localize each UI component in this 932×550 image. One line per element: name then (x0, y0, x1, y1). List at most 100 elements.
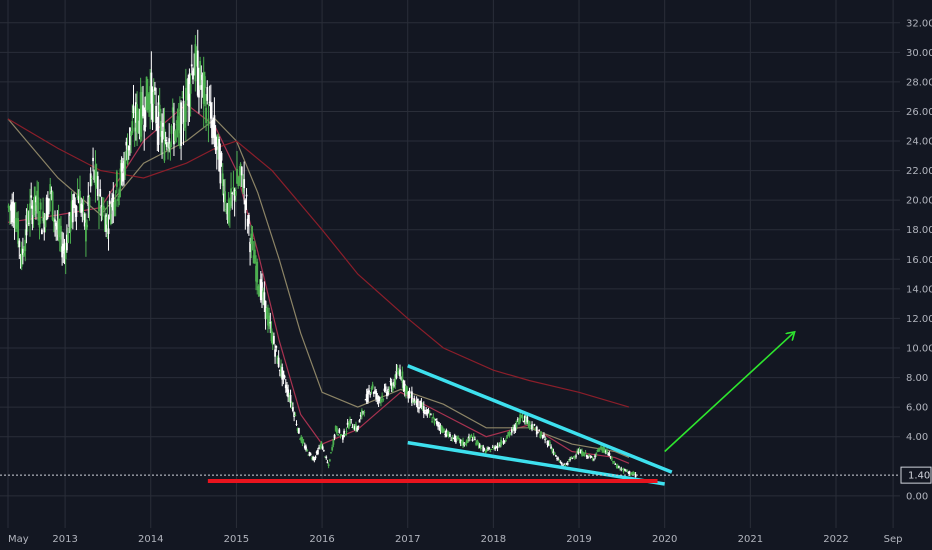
moving-average-line (7, 118, 630, 458)
candle-body (315, 451, 318, 454)
candle-body (602, 447, 605, 453)
candle-body (573, 457, 576, 459)
candle-body (516, 419, 519, 421)
candle-body (622, 468, 625, 472)
candle-body (281, 367, 284, 380)
candle-body (537, 432, 539, 434)
candle-body (462, 440, 464, 446)
candle-body (7, 205, 10, 208)
candle-body (255, 265, 257, 282)
candle-body (25, 215, 28, 236)
wedge-trendline[interactable] (407, 440, 665, 486)
candle-body (395, 371, 398, 379)
target-arrow[interactable] (664, 333, 793, 453)
candle-body (394, 374, 397, 385)
candle-body (205, 107, 207, 123)
candle-body (155, 105, 158, 124)
y-tick-label: 16.00 (906, 255, 932, 266)
candle-body (68, 212, 71, 227)
candle-body (364, 399, 367, 401)
candle-body (597, 448, 600, 451)
candle-body (390, 382, 393, 389)
candle-body (108, 200, 111, 204)
candle-body (438, 425, 441, 427)
candle-body (327, 464, 330, 467)
price-axis[interactable]: 32.00 30.00 28.00 26.00 24.00 22.00 20.00 18.00… (906, 18, 932, 502)
candle-body (428, 413, 431, 416)
candle-body (51, 191, 54, 220)
candle-body (483, 448, 486, 450)
candle-body (479, 447, 482, 450)
candle-body (503, 441, 506, 443)
x-tick-label: May (8, 534, 29, 545)
candle-body (629, 473, 632, 475)
candle-body (557, 458, 560, 460)
candle-body (136, 104, 138, 133)
candle-body (224, 191, 227, 203)
candle-body (387, 388, 389, 395)
candle-body (306, 450, 309, 451)
candle-body (470, 434, 473, 437)
candle-body (42, 211, 44, 222)
candle-body (140, 92, 143, 125)
candle-body (12, 201, 15, 220)
candle-body (510, 429, 513, 433)
candle-body (313, 458, 316, 461)
candle-body (73, 193, 75, 206)
candle-body (372, 392, 375, 394)
candle-body (477, 442, 480, 446)
candle-body (603, 448, 606, 454)
candle-body (11, 202, 14, 223)
last-price-box (900, 466, 932, 484)
candle-body (183, 122, 186, 128)
candle-body (307, 454, 310, 456)
candle-body (418, 407, 420, 410)
candle-body (193, 68, 196, 76)
candle-body (441, 429, 444, 434)
candle-body (26, 211, 29, 225)
candle-body (45, 197, 48, 221)
candle-body (343, 430, 345, 437)
y-tick-label: 14.00 (906, 284, 932, 295)
candle-body (535, 426, 538, 435)
candle-body (264, 300, 267, 320)
candle-body (552, 451, 555, 454)
time-axis[interactable]: May 2013 2014 2015 2016 2017 2018 2019 2020 2021 2… (8, 534, 903, 545)
candle-body (170, 125, 173, 134)
candle-body (443, 429, 445, 431)
candle-body (623, 469, 626, 470)
candle-body (504, 440, 507, 442)
candle-body (458, 438, 461, 441)
wedge-trendline[interactable] (407, 364, 673, 474)
candle-body (98, 200, 100, 212)
candle-body (171, 107, 174, 113)
candle-body (337, 434, 340, 436)
candle-body (554, 455, 557, 457)
y-tick-label: 4.00 (906, 432, 928, 443)
candle-body (596, 449, 599, 452)
candle-body (234, 190, 237, 196)
candle-body (244, 200, 247, 214)
candle-body (336, 427, 338, 434)
candle-body (320, 442, 323, 447)
x-tick-label: 2017 (395, 534, 420, 545)
candle-body (111, 198, 113, 208)
candle-body (176, 116, 179, 124)
candle-body (620, 468, 623, 470)
candle-body (61, 246, 64, 258)
candle-body (145, 76, 148, 111)
candle-body (38, 223, 41, 228)
candle-body (363, 412, 366, 413)
candle-body (311, 457, 313, 459)
candle-body (13, 218, 16, 224)
candle-body (570, 457, 573, 459)
candle-body (353, 426, 356, 430)
candle-body (63, 251, 66, 254)
candle-body (228, 202, 231, 211)
candle-body (287, 389, 290, 398)
candle-body (60, 225, 62, 240)
candle-body (195, 51, 198, 63)
candle-body (615, 465, 618, 467)
x-tick-label: 2016 (309, 534, 334, 545)
